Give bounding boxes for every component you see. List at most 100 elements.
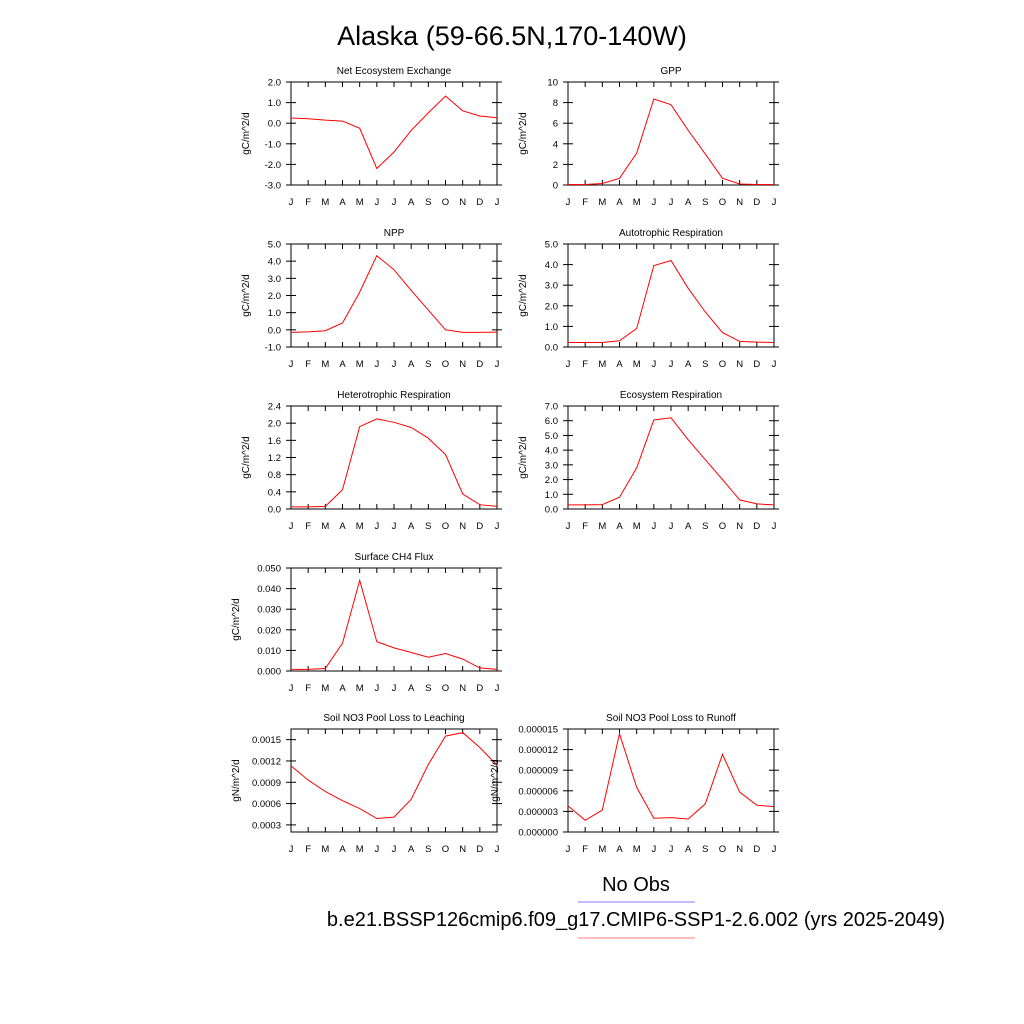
y-tick-label: -2.0: [265, 160, 281, 171]
y-tick-label: 2.4: [268, 402, 281, 413]
series-line: [568, 417, 775, 506]
x-tick-label: J: [772, 359, 777, 370]
y-tick-label: 7.0: [545, 402, 558, 413]
x-tick-label: J: [392, 359, 397, 370]
x-tick-label: O: [719, 197, 726, 208]
x-tick-label: A: [339, 359, 346, 370]
x-tick-label: D: [476, 683, 483, 694]
x-tick-label: A: [408, 683, 415, 694]
y-tick-label: 0: [553, 181, 558, 192]
x-tick-label: F: [582, 197, 588, 208]
x-tick-label: J: [392, 197, 397, 208]
y-tick-label: 0.010: [257, 646, 281, 657]
x-tick-label: J: [289, 359, 294, 370]
x-tick-label: S: [425, 521, 431, 532]
x-tick-label: F: [305, 359, 311, 370]
y-axis-label: gC/m^2/d: [231, 598, 242, 641]
y-tick-label: 4: [553, 139, 558, 150]
x-tick-label: F: [305, 197, 311, 208]
plot-frame: [290, 405, 498, 510]
x-tick-label: J: [669, 359, 674, 370]
y-tick-label: 2: [553, 160, 558, 171]
plot-frame: [290, 81, 498, 186]
y-tick-label: 0.020: [257, 625, 281, 636]
y-tick-label: -1.0: [265, 343, 281, 354]
y-axis-label: gC/m^2/d: [518, 274, 529, 317]
x-tick-label: O: [442, 197, 449, 208]
x-tick-label: J: [772, 197, 777, 208]
x-tick-label: J: [651, 521, 656, 532]
x-tick-label: J: [669, 521, 674, 532]
panel-title: Surface CH4 Flux: [355, 552, 434, 563]
y-tick-label: 0.000012: [518, 745, 558, 756]
y-axis-label: gC/m^2/d: [241, 112, 252, 155]
y-tick-label: 1.0: [268, 98, 281, 109]
y-tick-label: 0.0: [268, 325, 281, 336]
panel-title: Ecosystem Respiration: [620, 390, 722, 401]
x-tick-label: J: [374, 359, 379, 370]
x-tick-label: M: [321, 521, 329, 532]
x-tick-label: N: [459, 521, 466, 532]
x-tick-label: F: [582, 521, 588, 532]
x-tick-label: O: [442, 521, 449, 532]
x-tick-label: J: [392, 683, 397, 694]
x-tick-label: D: [476, 359, 483, 370]
panel-title: Heterotrophic Respiration: [337, 390, 450, 401]
panel-title: Soil NO3 Pool Loss to Runoff: [606, 713, 736, 724]
y-tick-label: 0.040: [257, 584, 281, 595]
y-tick-label: 5.0: [545, 431, 558, 442]
x-tick-label: F: [582, 359, 588, 370]
x-tick-label: S: [702, 521, 708, 532]
x-tick-label: J: [669, 197, 674, 208]
y-tick-label: 0.000009: [518, 766, 558, 777]
x-tick-label: D: [753, 844, 760, 855]
x-tick-label: M: [321, 683, 329, 694]
x-tick-label: J: [289, 521, 294, 532]
y-tick-label: 1.0: [545, 490, 558, 501]
x-tick-label: F: [305, 521, 311, 532]
y-tick-label: 5.0: [545, 240, 558, 251]
x-tick-label: D: [753, 359, 760, 370]
x-tick-label: A: [408, 521, 415, 532]
legend-label-model: b.e21.BSSP126cmip6.f09_g17.CMIP6-SSP1-2.…: [327, 909, 945, 931]
x-tick-label: O: [442, 844, 449, 855]
x-tick-label: J: [289, 683, 294, 694]
x-tick-label: S: [425, 844, 431, 855]
x-tick-label: M: [598, 359, 606, 370]
y-tick-label: 3.0: [545, 281, 558, 292]
y-tick-label: 6: [553, 119, 558, 130]
panel-title: Soil NO3 Pool Loss to Leaching: [323, 713, 464, 724]
y-tick-label: 0.000006: [518, 786, 558, 797]
x-tick-label: O: [719, 844, 726, 855]
figure-title: Alaska (59-66.5N,170-140W): [337, 21, 687, 51]
x-tick-label: M: [356, 683, 364, 694]
y-tick-label: 0.8: [268, 470, 281, 481]
x-tick-label: N: [736, 359, 743, 370]
y-tick-label: 3.0: [268, 274, 281, 285]
x-tick-label: M: [633, 521, 641, 532]
plot-frame: [567, 405, 775, 510]
x-tick-label: O: [719, 359, 726, 370]
y-axis-label: gC/m^2/d: [241, 436, 252, 479]
x-tick-label: M: [321, 197, 329, 208]
x-tick-label: N: [459, 683, 466, 694]
x-tick-label: J: [772, 844, 777, 855]
y-tick-label: 0.000015: [518, 725, 558, 736]
x-tick-label: S: [425, 683, 431, 694]
panel-title: Autotrophic Respiration: [619, 228, 723, 239]
x-tick-label: A: [339, 197, 346, 208]
y-tick-label: 0.050: [257, 564, 281, 575]
x-tick-label: J: [374, 197, 379, 208]
y-axis-label: gN/m^2/d: [231, 759, 242, 802]
x-tick-label: M: [633, 359, 641, 370]
x-tick-label: M: [321, 359, 329, 370]
x-tick-label: J: [495, 844, 500, 855]
x-tick-label: A: [339, 683, 346, 694]
x-tick-label: F: [582, 844, 588, 855]
